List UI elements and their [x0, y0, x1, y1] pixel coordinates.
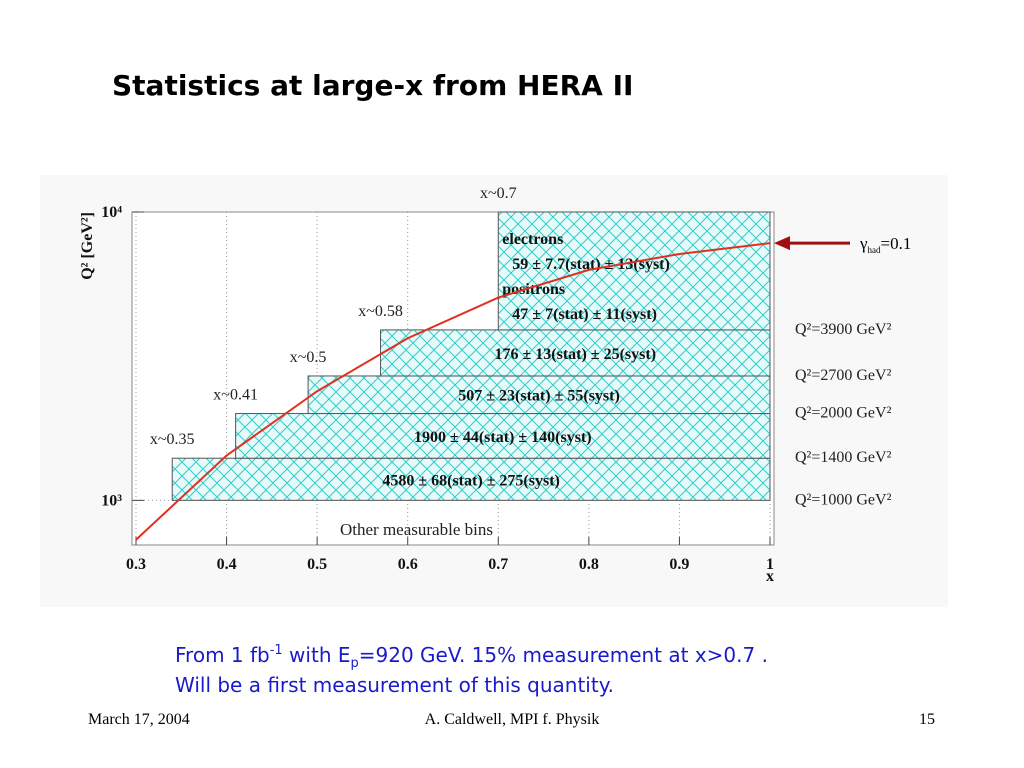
note-text: From 1 fb: [175, 643, 270, 667]
footer-page: 15: [919, 711, 935, 728]
footer-date: March 17, 2004: [88, 711, 190, 728]
x-tick-label: 0.7: [488, 556, 508, 573]
bin-q2-label: Q²=3900 GeV²: [795, 321, 892, 338]
bin-q2-label: Q²=1000 GeV²: [795, 491, 892, 508]
note-line: From 1 fb-1 with Ep=920 GeV. 15% measure…: [175, 643, 768, 671]
curve-label-symbol: γ: [859, 234, 868, 253]
bin: [171, 457, 771, 501]
bin-count: 47 ± 7(stat) ± 11(syst): [512, 306, 657, 323]
bin-count: 507 ± 23(stat) ± 55(syst): [458, 388, 620, 405]
x-tick-label: 0.8: [579, 556, 599, 573]
curve-label-sub: had: [868, 245, 881, 255]
curve-label: γhad=0.1: [859, 234, 911, 255]
bin-x-label: x~0.41: [213, 387, 258, 404]
bin-x-label: x~0.5: [290, 349, 327, 366]
gamma-curve: [135, 242, 771, 541]
bin: [235, 413, 771, 459]
bin-count: 1900 ± 44(stat) ± 140(syst): [414, 429, 592, 446]
curve-label-rest: =0.1: [881, 234, 912, 253]
y-axis-label: Q² [GeV²]: [79, 212, 96, 280]
x-tick-label: 0.5: [307, 556, 327, 573]
note-text: =920 GeV. 15% measurement at x>0.7 .: [359, 643, 768, 667]
bin: [380, 329, 771, 377]
x-tick-label: 0.9: [669, 556, 689, 573]
bin-q2-label: Q²=2000 GeV²: [795, 405, 892, 422]
y-tick-label: 10³: [101, 492, 122, 509]
footer-author: A. Caldwell, MPI f. Physik: [425, 711, 600, 728]
bin-q2-label: Q²=2700 GeV²: [795, 367, 892, 384]
bin: [307, 375, 771, 415]
x-tick-label: 1: [766, 556, 774, 573]
x-tick-label: 0.4: [217, 556, 237, 573]
x-tick-label: 0.6: [398, 556, 418, 573]
bin-x-label: x~0.35: [150, 431, 195, 448]
bin-x-label: x~0.58: [358, 303, 403, 320]
note-line: Will be a first measurement of this quan…: [175, 673, 614, 697]
bin: [497, 211, 771, 331]
slide-title: Statistics at large-x from HERA II: [112, 69, 633, 102]
bin-count: 176 ± 13(stat) ± 25(syst): [494, 346, 656, 363]
x-axis-label: x: [766, 568, 774, 585]
chart: 0.3 0.4 0.5 0.6 0.7 0.8 0.9 1 10³ 10⁴ x Q² [GeV²] x~…: [79, 185, 911, 585]
bin-count: 59 ± 7.7(stat) ± 13(syst): [512, 256, 670, 273]
bin-count: positrons: [502, 281, 565, 298]
y-tick-label: 10⁴: [101, 204, 122, 221]
note-sup: -1: [270, 643, 283, 658]
bin-x-label: x~0.7: [480, 185, 517, 202]
bin-count: 4580 ± 68(stat) ± 275(syst): [382, 472, 560, 489]
other-bins-label: Other measurable bins: [340, 520, 493, 539]
bin-count: electrons: [502, 231, 563, 248]
note-text: with E: [283, 643, 351, 667]
bin-q2-label: Q²=1400 GeV²: [795, 449, 892, 466]
note-sub: p: [351, 656, 359, 671]
arrow-head: [774, 236, 790, 251]
x-tick-label: 0.3: [126, 556, 146, 573]
